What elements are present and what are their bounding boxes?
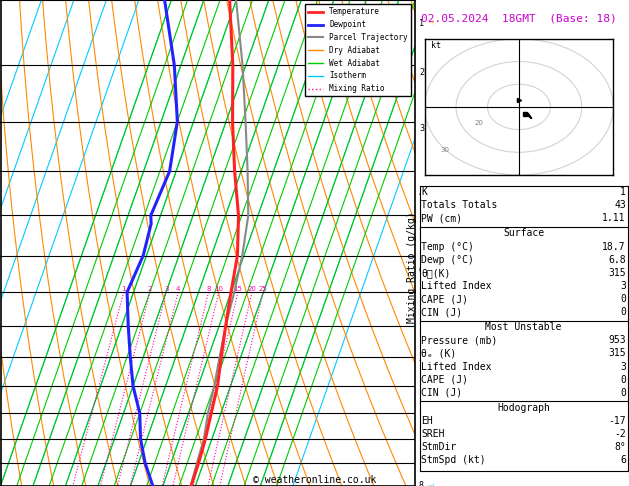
Text: 4: 4 <box>176 286 181 292</box>
Text: EH: EH <box>421 416 433 426</box>
Text: 1: 1 <box>419 19 424 28</box>
Text: PW (cm): PW (cm) <box>421 213 462 224</box>
Text: 3: 3 <box>419 124 424 134</box>
Text: SREH: SREH <box>421 429 445 439</box>
Text: Surface: Surface <box>503 228 544 239</box>
Text: 315: 315 <box>608 348 626 359</box>
Text: Lifted Index: Lifted Index <box>421 281 492 291</box>
Text: -17: -17 <box>608 416 626 426</box>
Text: 10: 10 <box>214 286 223 292</box>
Text: CIN (J): CIN (J) <box>421 307 462 317</box>
Text: CIN (J): CIN (J) <box>421 388 462 398</box>
Legend: Temperature, Dewpoint, Parcel Trajectory, Dry Adiabat, Wet Adiabat, Isotherm, Mi: Temperature, Dewpoint, Parcel Trajectory… <box>305 4 411 96</box>
Text: 6: 6 <box>620 455 626 466</box>
Text: 43: 43 <box>614 200 626 210</box>
Text: 3: 3 <box>620 281 626 291</box>
Text: ⊣: ⊣ <box>427 70 433 76</box>
Text: 2LCL: 2LCL <box>419 69 439 77</box>
Text: θₑ (K): θₑ (K) <box>421 348 457 359</box>
Text: Most Unstable: Most Unstable <box>486 322 562 332</box>
Text: 1: 1 <box>121 286 126 292</box>
Text: Mixing Ratio (g/kg): Mixing Ratio (g/kg) <box>407 211 417 323</box>
Text: StmDir: StmDir <box>421 442 457 452</box>
Text: ⊣: ⊣ <box>427 268 433 274</box>
Text: ⊣: ⊣ <box>427 20 433 26</box>
Text: 8: 8 <box>206 286 211 292</box>
Text: -2: -2 <box>614 429 626 439</box>
Text: 7: 7 <box>419 360 424 369</box>
Text: 0: 0 <box>620 375 626 385</box>
Text: 6.8: 6.8 <box>608 255 626 265</box>
Text: ⊣: ⊣ <box>427 483 433 486</box>
Text: 953: 953 <box>608 335 626 346</box>
Text: CAPE (J): CAPE (J) <box>421 375 469 385</box>
Text: 25: 25 <box>259 286 267 292</box>
Text: 8: 8 <box>419 481 424 486</box>
Text: © weatheronline.co.uk: © weatheronline.co.uk <box>253 475 376 485</box>
Text: Temp (°C): Temp (°C) <box>421 242 474 252</box>
Text: 1.11: 1.11 <box>603 213 626 224</box>
Text: 18.7: 18.7 <box>603 242 626 252</box>
Text: kt: kt <box>431 41 441 50</box>
Text: 0: 0 <box>620 388 626 398</box>
Text: 315: 315 <box>608 268 626 278</box>
Text: θᴇ(K): θᴇ(K) <box>421 268 451 278</box>
Text: Lifted Index: Lifted Index <box>421 362 492 372</box>
Text: K: K <box>421 187 427 197</box>
Text: ⊣: ⊣ <box>427 126 433 132</box>
Text: 20: 20 <box>248 286 257 292</box>
Text: 20: 20 <box>475 120 484 126</box>
Text: CAPE (J): CAPE (J) <box>421 294 469 304</box>
Text: 02.05.2024  18GMT  (Base: 18): 02.05.2024 18GMT (Base: 18) <box>421 14 617 24</box>
Text: StmSpd (kt): StmSpd (kt) <box>421 455 486 466</box>
Text: Totals Totals: Totals Totals <box>421 200 498 210</box>
Text: 2: 2 <box>148 286 152 292</box>
Text: 0: 0 <box>620 294 626 304</box>
Text: Pressure (mb): Pressure (mb) <box>421 335 498 346</box>
Text: 8°: 8° <box>614 442 626 452</box>
Text: 1: 1 <box>620 187 626 197</box>
Text: 4: 4 <box>419 190 424 198</box>
Text: Dewp (°C): Dewp (°C) <box>421 255 474 265</box>
Text: 3: 3 <box>164 286 169 292</box>
Text: ⊣: ⊣ <box>427 191 433 197</box>
Text: 6: 6 <box>419 266 424 275</box>
Text: 15: 15 <box>233 286 242 292</box>
Text: 30: 30 <box>440 147 449 153</box>
Text: 0: 0 <box>620 307 626 317</box>
Text: Hodograph: Hodograph <box>497 403 550 413</box>
Text: ⊣: ⊣ <box>427 362 433 367</box>
Text: 3: 3 <box>620 362 626 372</box>
